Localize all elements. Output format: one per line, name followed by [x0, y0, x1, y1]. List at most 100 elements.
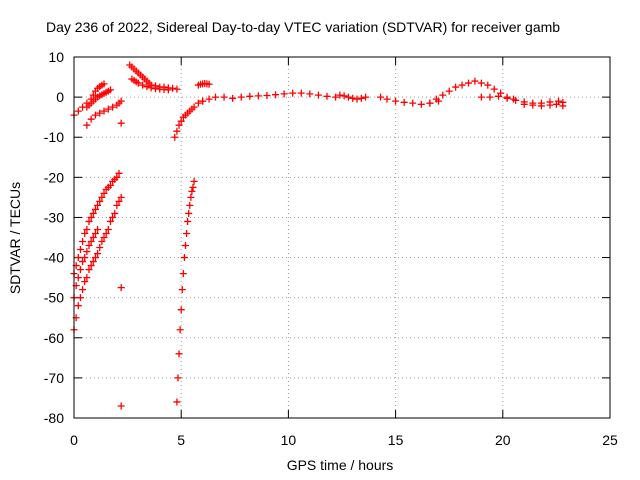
- series-arc-high-secondary: [128, 75, 172, 94]
- series-arc-near-zero-bridge: [83, 86, 114, 111]
- data-point: [323, 92, 331, 100]
- data-point: [147, 84, 155, 92]
- data-point: [188, 187, 196, 195]
- data-point: [83, 274, 91, 282]
- data-point: [173, 85, 181, 93]
- data-point: [96, 197, 104, 205]
- data-point: [185, 209, 193, 217]
- data-point: [177, 117, 185, 125]
- y-tick-label: -30: [44, 209, 64, 225]
- data-point: [91, 111, 99, 119]
- data-point: [96, 109, 104, 117]
- data-point: [229, 94, 237, 102]
- data-point: [546, 101, 554, 109]
- x-tick-label: 5: [177, 432, 185, 448]
- data-point: [190, 177, 198, 185]
- data-point: [104, 105, 112, 113]
- data-point: [289, 89, 297, 97]
- data-point: [177, 306, 185, 314]
- data-point: [400, 98, 408, 106]
- data-point: [458, 81, 466, 89]
- data-point: [199, 97, 207, 105]
- data-point: [169, 84, 177, 92]
- data-point: [74, 302, 82, 310]
- data-point: [87, 238, 95, 246]
- data-point: [115, 169, 123, 177]
- data-point: [336, 91, 344, 99]
- data-point: [263, 92, 271, 100]
- chart-title: Day 236 of 2022, Sidereal Day-to-day VTE…: [46, 19, 560, 35]
- series-arc-flat-morning: [199, 89, 340, 105]
- series-arc-early-rising-b: [70, 193, 125, 334]
- data-point: [484, 81, 492, 89]
- data-point: [102, 229, 110, 237]
- data-point: [100, 189, 108, 197]
- data-point: [173, 127, 181, 135]
- data-point: [115, 197, 123, 205]
- data-point: [113, 173, 121, 181]
- data-point: [113, 201, 121, 209]
- data-points-layer: [70, 61, 567, 410]
- data-point: [432, 95, 440, 103]
- data-point: [189, 183, 197, 191]
- data-point: [445, 87, 453, 95]
- series-arc-mid-plunge: [173, 177, 198, 406]
- data-point: [111, 209, 119, 217]
- data-point: [81, 229, 89, 237]
- y-tick-label: 10: [48, 49, 64, 65]
- data-point: [81, 254, 89, 262]
- x-tick-label: 0: [70, 432, 78, 448]
- data-point: [85, 217, 93, 225]
- data-point: [74, 107, 82, 115]
- data-point: [79, 258, 87, 266]
- data-point: [89, 234, 97, 241]
- data-point: [98, 193, 106, 201]
- data-point: [280, 90, 288, 98]
- data-point: [180, 254, 188, 262]
- data-point: [357, 94, 365, 102]
- data-point: [106, 86, 114, 94]
- axis-ticks-layer: [73, 56, 611, 419]
- data-point: [175, 121, 183, 129]
- series-arc-late-lower: [520, 100, 567, 110]
- x-tick-label: 25: [602, 432, 618, 448]
- series-arc-bump-18h: [426, 77, 518, 107]
- data-point: [471, 77, 479, 85]
- data-point: [143, 83, 151, 91]
- data-point: [76, 294, 84, 302]
- data-point: [392, 97, 400, 105]
- data-point: [362, 93, 370, 101]
- data-point: [74, 254, 82, 262]
- data-point: [194, 99, 202, 107]
- data-point: [409, 99, 417, 107]
- data-point: [117, 402, 125, 410]
- data-point: [486, 93, 494, 101]
- data-point: [175, 350, 183, 358]
- data-point: [83, 225, 91, 233]
- data-point: [109, 213, 117, 221]
- x-axis-label: GPS time / hours: [287, 457, 394, 473]
- data-point: [439, 91, 447, 99]
- x-tick-label: 15: [388, 432, 404, 448]
- data-point: [314, 91, 322, 99]
- data-point: [383, 95, 391, 103]
- data-point: [537, 102, 545, 110]
- data-point: [503, 94, 511, 102]
- data-point: [91, 229, 99, 237]
- data-point: [94, 250, 102, 258]
- data-point: [117, 284, 125, 292]
- data-point: [452, 83, 460, 91]
- data-point: [117, 97, 125, 105]
- data-point: [186, 201, 194, 209]
- data-point: [184, 217, 192, 225]
- data-point: [529, 101, 537, 109]
- data-point: [332, 93, 340, 101]
- data-point: [340, 92, 348, 100]
- series-arc-short-6h: [194, 79, 213, 89]
- plot-frame: [73, 56, 611, 419]
- data-point: [464, 79, 472, 87]
- y-tick-label: -80: [44, 410, 64, 426]
- data-point: [96, 244, 104, 252]
- data-point: [104, 225, 112, 233]
- series-outliers-early: [117, 119, 125, 410]
